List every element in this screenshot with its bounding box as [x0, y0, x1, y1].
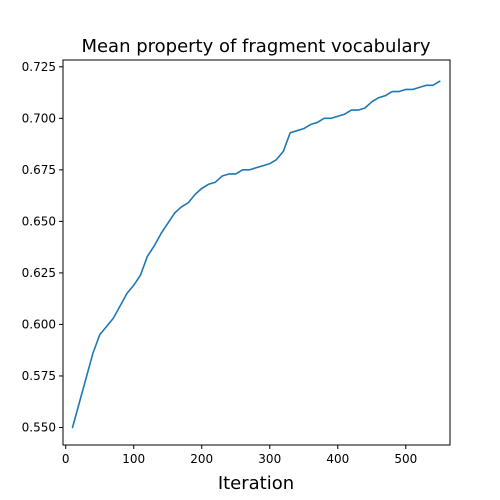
y-tick-label: 0.600 — [22, 317, 56, 331]
plot-area-frame — [62, 59, 451, 446]
x-tick-label: 300 — [258, 452, 281, 466]
x-tick-label: 200 — [190, 452, 213, 466]
x-tick-label: 500 — [394, 452, 417, 466]
y-tick-label: 0.650 — [22, 214, 56, 228]
x-tick-label: 100 — [122, 452, 145, 466]
y-tick-label: 0.625 — [22, 266, 56, 280]
y-tick-label: 0.550 — [22, 420, 56, 434]
series-line — [71, 80, 441, 429]
x-tick-label: 0 — [62, 452, 70, 466]
x-tick-label: 400 — [326, 452, 349, 466]
y-tick-label: 0.575 — [22, 369, 56, 383]
chart-title: Mean property of fragment vocabulary — [81, 36, 430, 57]
y-tick-label: 0.725 — [22, 60, 56, 74]
axis-ticks: 0 100 200 300 400 500 0.550 0.575 0.600 0.625 0.65… — [22, 60, 418, 466]
x-axis-label: Iteration — [218, 473, 294, 494]
y-tick-label: 0.675 — [22, 163, 56, 177]
y-tick-label: 0.700 — [22, 111, 56, 125]
